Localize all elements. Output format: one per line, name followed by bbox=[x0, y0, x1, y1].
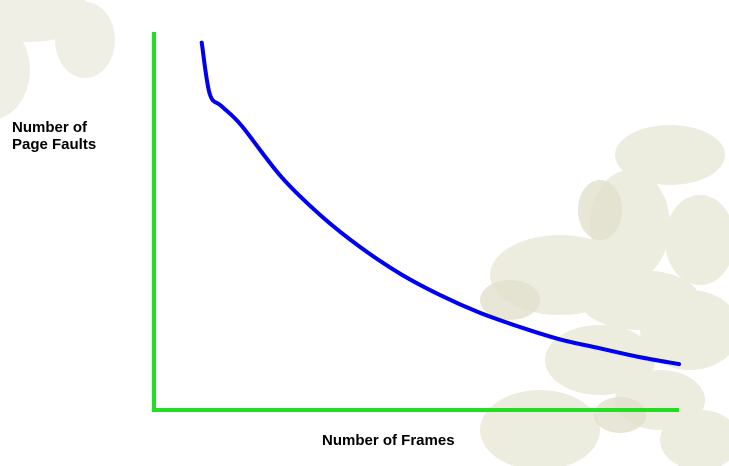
x-axis-label: Number of Frames bbox=[322, 432, 455, 449]
y-axis-label: Number of Page Faults bbox=[12, 119, 96, 153]
y-axis-label-line-2: Page Faults bbox=[12, 136, 97, 153]
y-axis-label-line-1: Number of bbox=[12, 119, 87, 136]
series-layer bbox=[199, 40, 681, 367]
series-line-0 bbox=[199, 40, 681, 367]
